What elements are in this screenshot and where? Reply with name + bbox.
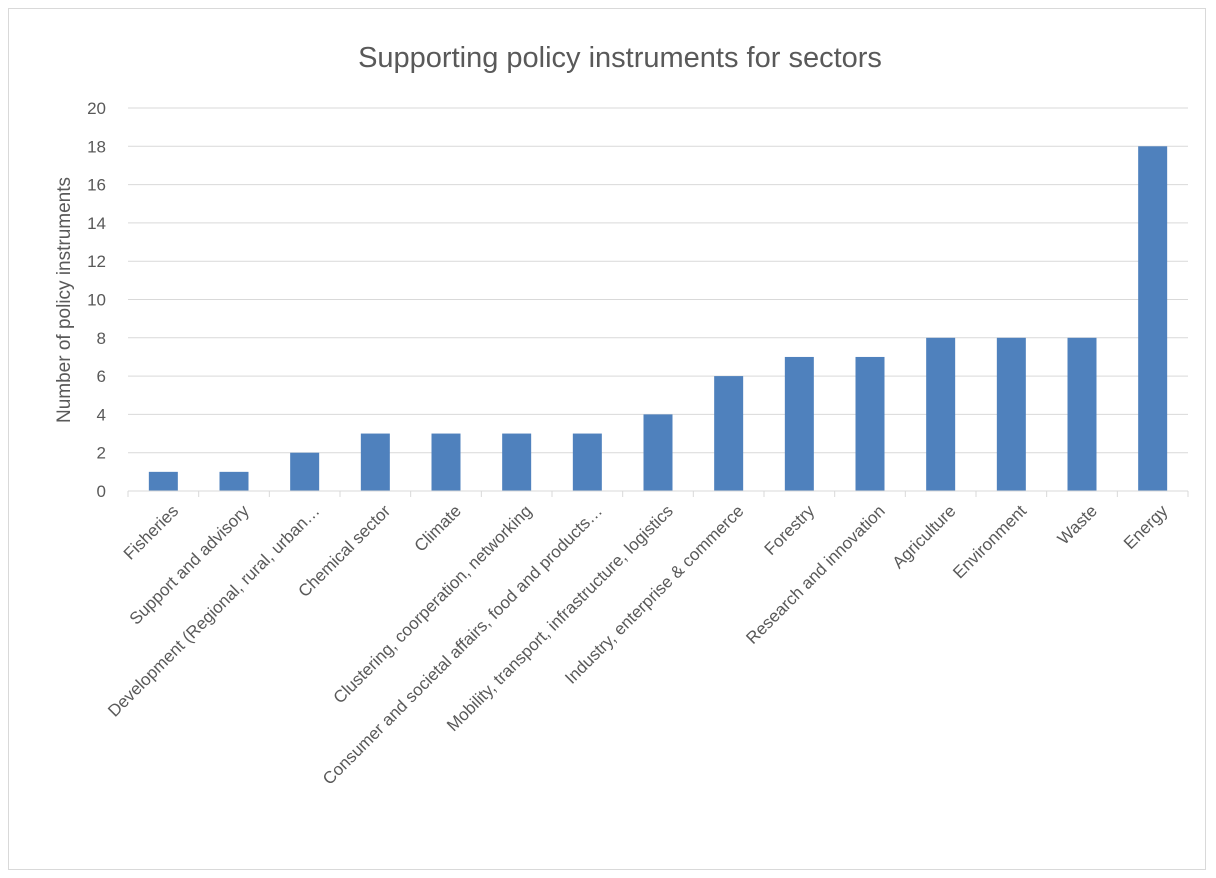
bar xyxy=(502,433,532,491)
x-tick-label: Waste xyxy=(1054,501,1101,548)
y-tick-label: 4 xyxy=(97,405,106,424)
y-tick-label: 20 xyxy=(87,99,106,118)
chart-title: Supporting policy instruments for sector… xyxy=(358,42,882,74)
bar xyxy=(219,471,249,491)
bar xyxy=(360,433,390,491)
y-axis-label: Number of policy instruments xyxy=(54,177,75,423)
y-tick-label: 8 xyxy=(97,329,106,348)
bar xyxy=(643,414,673,491)
bar xyxy=(926,337,956,491)
bar xyxy=(148,471,178,491)
x-tick-label: Agriculture xyxy=(889,501,960,572)
x-tick-label: Research and innovation xyxy=(742,501,888,647)
bar xyxy=(996,337,1026,491)
bar xyxy=(290,452,320,491)
bar xyxy=(855,356,885,491)
bar xyxy=(1138,146,1168,492)
bar xyxy=(1067,337,1097,491)
x-tick-label: Environment xyxy=(949,501,1030,582)
y-tick-label: 12 xyxy=(87,252,106,271)
x-tick-label: Fisheries xyxy=(120,501,182,563)
y-tick-label: 10 xyxy=(87,291,106,310)
x-tick-label: Support and advisory xyxy=(126,501,253,628)
x-tick-label: Climate xyxy=(411,501,465,555)
bar xyxy=(784,356,814,491)
bars xyxy=(148,146,1168,492)
y-tick-label: 14 xyxy=(87,214,106,233)
gridlines xyxy=(128,107,1188,454)
y-axis-ticks: 0 2 4 6 8 10 12 14 16 18 20 xyxy=(87,99,106,501)
y-tick-label: 16 xyxy=(87,176,106,195)
bar xyxy=(714,376,744,491)
x-tick-label: Forestry xyxy=(761,501,819,559)
y-tick-label: 6 xyxy=(97,367,106,386)
y-tick-label: 18 xyxy=(87,137,106,156)
y-tick-label: 2 xyxy=(97,444,106,463)
x-tick-label: Energy xyxy=(1120,501,1172,553)
bar xyxy=(572,433,602,491)
y-tick-label: 0 xyxy=(97,482,106,501)
bar xyxy=(431,433,461,491)
